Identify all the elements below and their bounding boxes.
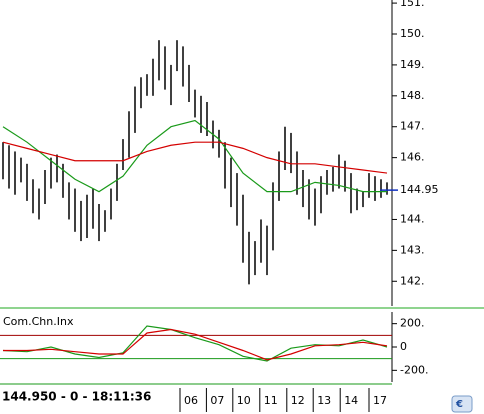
x-tick-label: 17 [373,394,387,407]
y-tick-label: 144. [400,212,425,225]
y-tick-label: 142. [400,274,425,287]
x-tick-label: 12 [291,394,305,407]
line-series [2,141,388,174]
y-tick-label: 143. [400,243,425,256]
y-tick-label: 200. [400,317,425,330]
line-series [2,119,387,193]
app-icon[interactable] [451,395,473,413]
y-tick-label: 149. [400,58,425,71]
y-tick-label: 147. [400,120,425,133]
x-tick-label: 14 [344,394,358,407]
y-tick-label: 146. [400,151,425,164]
x-tick-label: 13 [317,394,331,407]
y-tick-label: 150. [400,27,425,40]
line-series [2,325,388,362]
indicator-title: Com.Chn.Inx [3,315,74,328]
x-tick-label: 10 [237,394,251,407]
app-icon-glyph: € [455,399,463,410]
y-tick-label: 0 [400,340,407,353]
x-tick-label: 06 [184,394,198,407]
y-tick-label: -200. [400,363,428,376]
last-price-label: 144.95 [400,183,439,196]
x-tick-label: 11 [264,394,278,407]
status-box [0,388,176,406]
line-series [3,328,388,361]
status-text: 144.950 - 0 - 18:11:36 [2,390,151,404]
y-tick-label: 151. [400,0,425,9]
x-tick-label: 07 [210,394,224,407]
y-tick-label: 148. [400,89,425,102]
